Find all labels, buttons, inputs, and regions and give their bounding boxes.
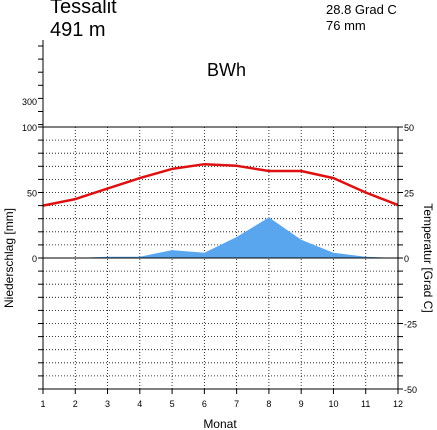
x-axis-tick-label: 8 — [266, 399, 271, 409]
right-axis-tick-label: 50 — [404, 123, 414, 133]
gridlines — [43, 127, 398, 389]
right-axis-tick-label: 0 — [404, 254, 409, 264]
x-axis-tick-label: 12 — [393, 399, 403, 409]
annual-precipitation: 76 mm — [326, 18, 366, 33]
chart-labels: Monat Niederschlag [mm] Temperatur [Grad… — [2, 203, 435, 430]
left-y-axis-label: Niederschlag [mm] — [2, 208, 16, 308]
left-axis-tick-label: 0 — [32, 254, 37, 264]
x-axis-tick-label: 11 — [361, 399, 370, 409]
mean-temperature: 28.8 Grad C — [326, 2, 397, 17]
x-axis-tick-label: 3 — [105, 399, 110, 409]
x-axis-label: Monat — [203, 417, 237, 430]
chart-series — [42, 162, 399, 258]
x-axis-tick-label: 7 — [234, 399, 239, 409]
x-axis-tick-label: 6 — [202, 399, 207, 409]
right-axis-tick-label: -25 — [404, 320, 417, 330]
right-axis-tick-label: 25 — [404, 189, 414, 199]
x-axis-tick-label: 2 — [73, 399, 78, 409]
left-axis-tick-label: 300 — [22, 97, 37, 107]
left-axis-tick-label: 100 — [22, 123, 37, 133]
left-axis-tick-label: 50 — [27, 189, 37, 199]
x-axis-tick-label: 10 — [328, 399, 338, 409]
station-name: Tessalit — [50, 0, 117, 18]
x-axis-tick-label: 5 — [170, 399, 175, 409]
station-elevation: 491 m — [50, 19, 106, 41]
x-axis-tick-label: 9 — [299, 399, 304, 409]
right-y-axis-label: Temperatur [Grad C] — [421, 203, 435, 312]
x-axis-tick-label: 4 — [137, 399, 142, 409]
precipitation-area — [43, 217, 398, 258]
x-axis-tick-label: 1 — [40, 399, 45, 409]
temperature-line — [42, 162, 399, 207]
climate-classification: BWh — [207, 60, 247, 80]
right-axis-tick-label: -50 — [404, 385, 417, 395]
